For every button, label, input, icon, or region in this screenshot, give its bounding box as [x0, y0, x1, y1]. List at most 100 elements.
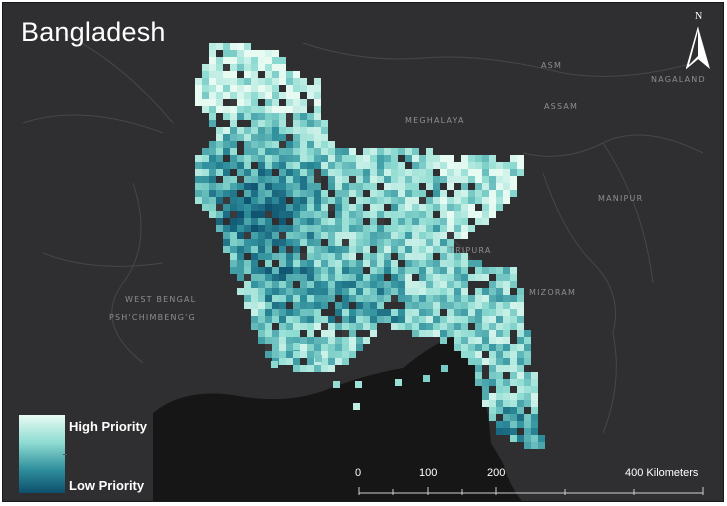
- grid-cell: [384, 169, 391, 176]
- grid-cell: [279, 260, 286, 267]
- grid-cell: [391, 190, 398, 197]
- grid-cell: [356, 239, 363, 246]
- grid-cell: [412, 211, 419, 218]
- grid-cell: [251, 176, 258, 183]
- grid-cell: [300, 316, 307, 323]
- grid-cell: [482, 162, 489, 169]
- grid-cell: [272, 239, 279, 246]
- grid-cell: [489, 344, 496, 351]
- grid-cell: [441, 365, 448, 372]
- grid-cell: [216, 127, 223, 134]
- grid-cell: [209, 85, 216, 92]
- grid-cell: [349, 190, 356, 197]
- grid-cell: [328, 169, 335, 176]
- grid-cell: [426, 316, 433, 323]
- grid-cell: [265, 50, 272, 57]
- grid-cell: [419, 274, 426, 281]
- grid-cell: [510, 316, 517, 323]
- label-mizoram: MIZORAM: [529, 288, 577, 297]
- grid-cell: [363, 169, 370, 176]
- grid-cell: [454, 190, 461, 197]
- grid-cell: [482, 344, 489, 351]
- grid-cell: [433, 267, 440, 274]
- grid-cell: [265, 274, 272, 281]
- grid-cell: [286, 344, 293, 351]
- grid-cell: [328, 267, 335, 274]
- grid-cell: [272, 141, 279, 148]
- grid-cell: [426, 330, 433, 337]
- grid-cell: [237, 253, 244, 260]
- grid-cell: [286, 183, 293, 190]
- grid-cell: [335, 260, 342, 267]
- grid-cell: [279, 155, 286, 162]
- grid-cell: [454, 330, 461, 337]
- grid-cell: [307, 113, 314, 120]
- grid-cell: [251, 302, 258, 309]
- grid-cell: [321, 134, 328, 141]
- grid-cell: [342, 162, 349, 169]
- grid-cell: [300, 190, 307, 197]
- grid-cell: [223, 183, 230, 190]
- grid-cell: [433, 316, 440, 323]
- grid-cell: [216, 169, 223, 176]
- grid-cell: [363, 232, 370, 239]
- grid-cell: [496, 190, 503, 197]
- grid-cell: [384, 225, 391, 232]
- grid-cell: [216, 43, 223, 50]
- label-tripura: TRIPURA: [449, 246, 492, 255]
- grid-cell: [398, 239, 405, 246]
- grid-cell: [517, 414, 524, 421]
- grid-cell: [272, 113, 279, 120]
- grid-cell: [475, 365, 482, 372]
- grid-cell: [300, 351, 307, 358]
- grid-cell: [426, 309, 433, 316]
- grid-cell: [412, 260, 419, 267]
- grid-cell: [216, 218, 223, 225]
- grid-cell: [265, 225, 272, 232]
- grid-cell: [328, 162, 335, 169]
- grid-cell: [328, 183, 335, 190]
- grid-cell: [489, 414, 496, 421]
- grid-cell: [475, 330, 482, 337]
- grid-cell: [405, 288, 412, 295]
- grid-cell: [286, 204, 293, 211]
- grid-cell: [209, 190, 216, 197]
- grid-cell: [524, 358, 531, 365]
- grid-cell: [335, 211, 342, 218]
- grid-cell: [433, 246, 440, 253]
- grid-cell: [314, 85, 321, 92]
- grid-cell: [300, 295, 307, 302]
- grid-cell: [496, 400, 503, 407]
- grid-cell: [342, 169, 349, 176]
- grid-cell: [202, 78, 209, 85]
- grid-cell: [461, 253, 468, 260]
- grid-cell: [363, 288, 370, 295]
- grid-cell: [286, 232, 293, 239]
- grid-cell: [377, 225, 384, 232]
- grid-cell: [489, 281, 496, 288]
- grid-cell: [258, 169, 265, 176]
- grid-cell: [468, 330, 475, 337]
- grid-cell: [405, 232, 412, 239]
- grid-cell: [244, 169, 251, 176]
- map-title: Bangladesh: [21, 17, 166, 47]
- grid-cell: [426, 274, 433, 281]
- grid-cell: [517, 288, 524, 295]
- grid-cell: [300, 78, 307, 85]
- grid-cell: [377, 211, 384, 218]
- grid-cell: [258, 183, 265, 190]
- grid-cell: [433, 190, 440, 197]
- grid-cell: [272, 50, 279, 57]
- grid-cell: [468, 176, 475, 183]
- grid-cell: [356, 197, 363, 204]
- grid-cell: [300, 239, 307, 246]
- grid-cell: [272, 120, 279, 127]
- grid-cell: [349, 281, 356, 288]
- grid-cell: [412, 281, 419, 288]
- grid-cell: [496, 204, 503, 211]
- grid-cell: [531, 435, 538, 442]
- legend-high-label: High Priority: [69, 419, 148, 434]
- grid-cell: [279, 267, 286, 274]
- grid-cell: [258, 141, 265, 148]
